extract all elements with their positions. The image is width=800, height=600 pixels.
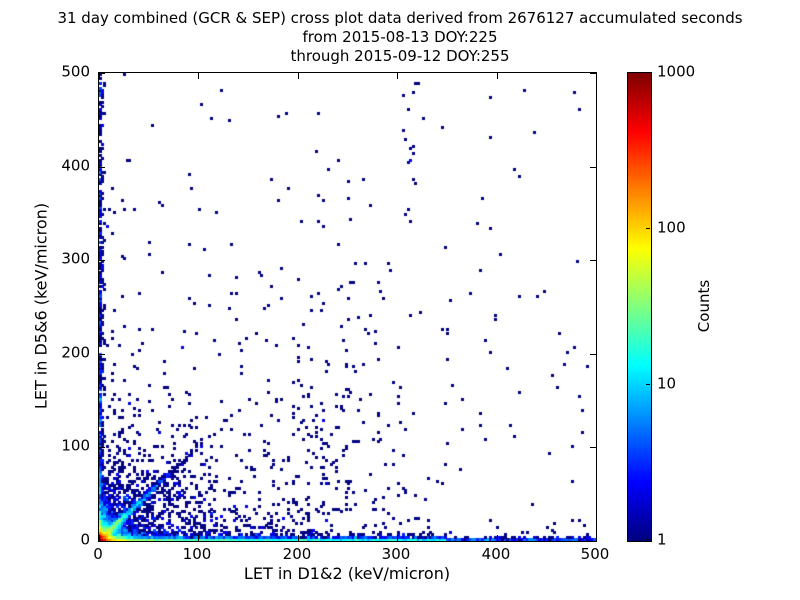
x-tick-mark-bottom xyxy=(198,535,199,541)
x-tick-mark-top xyxy=(596,73,597,79)
y-tick-mark-left xyxy=(99,260,105,261)
y-tick-label: 400 xyxy=(61,156,90,175)
y-tick-mark-right xyxy=(590,73,596,74)
y-tick-mark-right xyxy=(590,447,596,448)
colorbar-label: Counts xyxy=(695,279,713,333)
x-tick-label: 300 xyxy=(381,545,411,563)
x-tick-mark-bottom xyxy=(596,535,597,541)
scatter-density-canvas xyxy=(99,73,596,541)
y-tick-mark-right xyxy=(590,167,596,168)
x-tick-label: 500 xyxy=(580,545,610,563)
x-tick-mark-top xyxy=(198,73,199,79)
y-tick-label: 300 xyxy=(61,249,90,268)
x-tick-label: 0 xyxy=(93,545,103,563)
colorbar-tick-mark xyxy=(646,539,650,540)
plot-area xyxy=(98,72,597,542)
colorbar-tick-label: 1 xyxy=(657,530,667,549)
y-tick-mark-right xyxy=(590,354,596,355)
chart-title-line-3: through 2015-09-12 DOY:255 xyxy=(290,47,510,65)
y-tick-mark-left xyxy=(99,447,105,448)
colorbar xyxy=(627,72,652,542)
x-tick-mark-top xyxy=(298,73,299,79)
colorbar-tick-mark xyxy=(646,72,650,73)
colorbar-tick-label: 1000 xyxy=(657,62,696,81)
chart-title-block: 31 day combined (GCR & SEP) cross plot d… xyxy=(0,9,800,66)
y-axis-label: LET in D5&6 (keV/micron) xyxy=(31,202,51,410)
x-tick-mark-bottom xyxy=(99,535,100,541)
y-tick-mark-right xyxy=(590,260,596,261)
chart-title-line-1: 31 day combined (GCR & SEP) cross plot d… xyxy=(57,9,743,27)
x-axis-label: LET in D1&2 (keV/micron) xyxy=(243,564,451,583)
x-tick-label: 100 xyxy=(182,545,212,563)
x-tick-mark-bottom xyxy=(397,535,398,541)
x-tick-mark-bottom xyxy=(497,535,498,541)
colorbar-gradient-canvas xyxy=(628,73,651,541)
x-tick-label: 200 xyxy=(282,545,312,563)
x-tick-mark-bottom xyxy=(298,535,299,541)
chart-title-line-2: from 2015-08-13 DOY:225 xyxy=(302,28,498,46)
y-tick-label: 200 xyxy=(61,343,90,362)
y-tick-mark-left xyxy=(99,354,105,355)
colorbar-tick-mark xyxy=(646,384,650,385)
y-tick-mark-left xyxy=(99,541,105,542)
colorbar-tick-label: 10 xyxy=(657,374,677,393)
x-tick-mark-top xyxy=(99,73,100,79)
colorbar-tick-mark xyxy=(646,228,650,229)
y-tick-label: 100 xyxy=(61,436,90,455)
x-tick-mark-top xyxy=(397,73,398,79)
x-tick-mark-top xyxy=(497,73,498,79)
y-tick-mark-left xyxy=(99,167,105,168)
y-tick-label: 500 xyxy=(61,62,90,81)
y-tick-mark-left xyxy=(99,73,105,74)
y-tick-mark-right xyxy=(590,541,596,542)
y-tick-label: 0 xyxy=(80,530,90,549)
x-tick-label: 400 xyxy=(481,545,511,563)
colorbar-tick-label: 100 xyxy=(657,218,686,237)
